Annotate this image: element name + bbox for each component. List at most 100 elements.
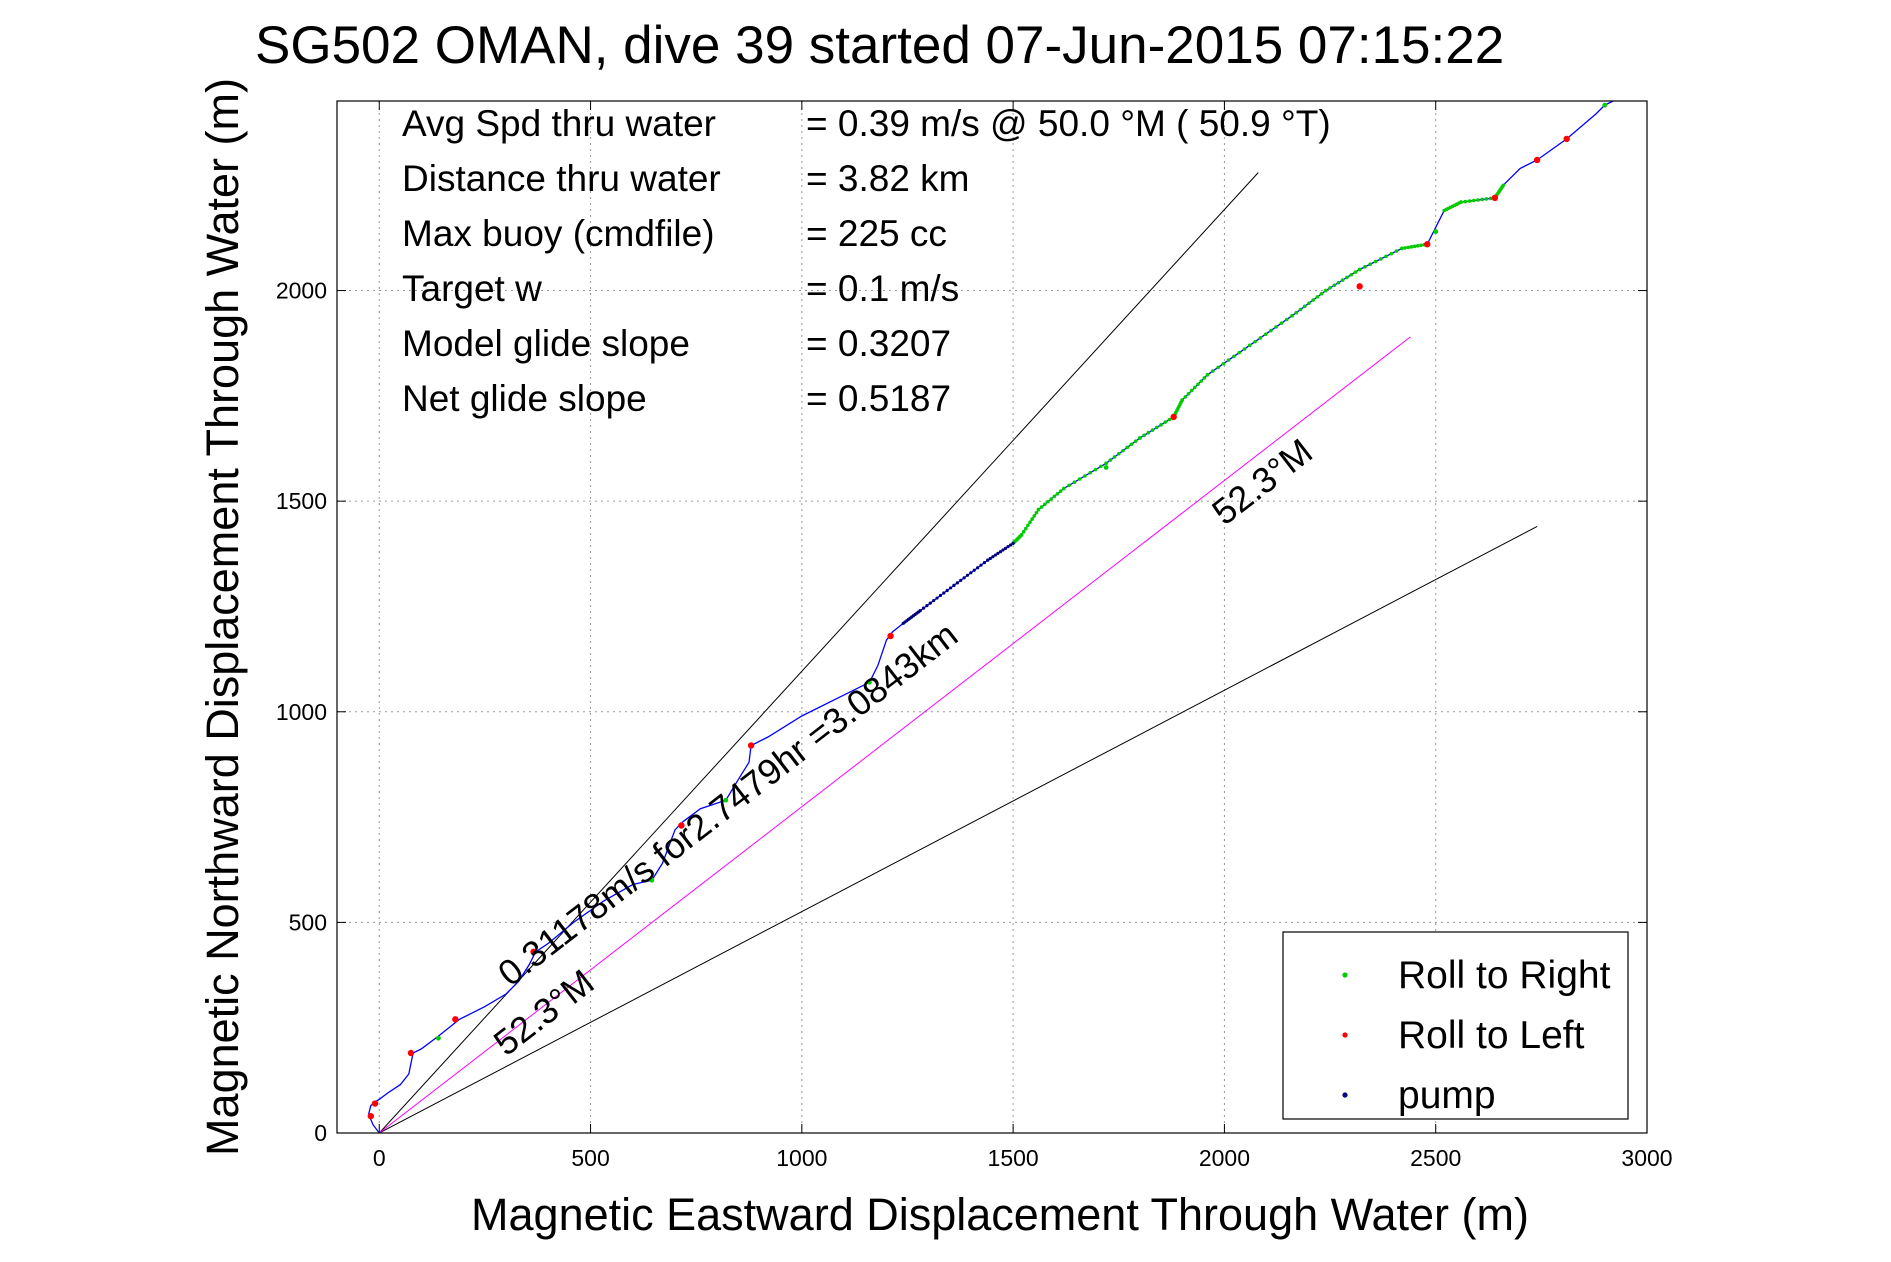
pump-mark (993, 553, 997, 557)
roll-right-mark (1104, 461, 1108, 466)
info-label: Max buoy (cmdfile) (402, 213, 715, 254)
pump-mark (969, 571, 973, 575)
pump-mark (1008, 543, 1013, 547)
roll-right-mark (1258, 336, 1263, 340)
roll-right-mark (1363, 265, 1367, 269)
roll-right-mark (1133, 439, 1138, 443)
roll-right-mark (1415, 243, 1420, 248)
pump-mark (998, 550, 1003, 554)
pump-mark (979, 563, 983, 567)
info-label: Avg Spd thru water (402, 103, 716, 144)
roll-right-mark (1129, 442, 1134, 447)
roll-right-mark (1146, 430, 1151, 435)
roll-right-mark (1307, 301, 1311, 305)
info-value: = 0.5187 (806, 378, 951, 419)
pump-mark (1001, 548, 1005, 552)
roll-right-mark (1196, 382, 1200, 387)
roll-right-mark (1142, 433, 1146, 438)
roll-right-mark (1205, 372, 1210, 377)
roll-right-mark (1163, 420, 1168, 424)
roll-right-mark (1433, 229, 1439, 234)
roll-right-mark (1067, 483, 1071, 488)
pump-mark (982, 561, 986, 565)
roll-right-mark (1290, 314, 1294, 318)
y-axis-label: Magnetic Northward Displacement Through … (197, 78, 248, 1156)
roll-right-mark (1378, 257, 1383, 261)
y-tick-label: 0 (314, 1120, 327, 1146)
roll-right-mark (1058, 489, 1063, 493)
roll-left-mark (530, 948, 537, 956)
roll-right-mark (1039, 505, 1044, 509)
roll-left-mark (452, 1016, 459, 1023)
y-tick-label: 1000 (276, 699, 327, 725)
legend-label: Roll to Right (1398, 954, 1611, 997)
roll-right-mark (1237, 350, 1242, 355)
legend-label: Roll to Left (1398, 1014, 1585, 1057)
info-label: Model glide slope (402, 323, 690, 364)
roll-right-mark (1253, 339, 1257, 344)
roll-right-mark (1186, 391, 1191, 396)
roll-left-mark (407, 1049, 415, 1057)
roll-right-mark (1319, 291, 1324, 296)
marks-layer (367, 102, 1608, 1120)
roll-right-mark (1242, 347, 1247, 351)
y-tick-label: 2000 (276, 278, 327, 304)
x-tick-label: 3000 (1621, 1145, 1672, 1171)
x-tick-label: 500 (571, 1145, 609, 1171)
legend-label: pump (1398, 1074, 1496, 1117)
roll-right-mark (1216, 365, 1220, 370)
roll-right-mark (1406, 245, 1411, 250)
roll-right-mark (1183, 395, 1188, 399)
pump-mark (918, 609, 922, 613)
roll-right-mark (1049, 497, 1053, 501)
roll-right-mark (1167, 417, 1172, 422)
roll-right-mark (1349, 272, 1353, 277)
roll-right-mark (1189, 388, 1194, 393)
roll-right-mark (1221, 361, 1226, 366)
roll-left-mark (747, 742, 755, 749)
pump-mark (942, 591, 946, 595)
legend-marker (1342, 1032, 1348, 1038)
x-tick-label: 1500 (988, 1145, 1039, 1171)
roll-right-mark (1602, 102, 1608, 108)
info-value: = 0.39 m/s @ 50.0 °M ( 50.9 °T) (806, 103, 1331, 144)
legend-box (1282, 931, 1629, 1120)
roll-right-mark (1484, 197, 1489, 201)
pump-mark (921, 606, 926, 610)
annotation-layer: 0.31178m/s for2.7479hr =3.0843km52.3°M52… (486, 430, 1320, 1063)
roll-right-mark (1336, 280, 1341, 285)
info-value: = 225 cc (806, 213, 947, 254)
roll-right-mark (436, 1035, 441, 1041)
roll-left-mark (887, 632, 894, 640)
y-tick-label: 500 (289, 909, 327, 935)
roll-right-mark (1340, 278, 1345, 282)
roll-right-mark (1459, 200, 1463, 204)
roll-right-mark (1345, 275, 1349, 280)
pump-mark (932, 598, 936, 603)
roll-right-mark (1021, 529, 1026, 534)
roll-right-mark (1121, 448, 1125, 453)
roll-right-mark (1093, 467, 1098, 472)
roll-right-mark (1019, 533, 1024, 537)
roll-right-mark (1324, 288, 1328, 293)
roll-right-mark (1328, 286, 1332, 290)
x-tick-label: 2500 (1410, 1145, 1461, 1171)
roll-left-mark (1491, 194, 1499, 202)
roll-right-mark (1311, 298, 1315, 302)
roll-right-mark (1403, 246, 1407, 250)
info-label: Target w (402, 268, 542, 309)
roll-right-mark (1159, 423, 1163, 427)
roll-right-mark (1099, 464, 1103, 469)
x-tick-label: 0 (373, 1145, 386, 1171)
roll-right-mark (1046, 499, 1050, 504)
roll-left-mark (1533, 156, 1541, 164)
roll-left-mark (1356, 283, 1363, 290)
roll-left-mark (1170, 413, 1177, 421)
roll-right-mark (1463, 199, 1468, 204)
roll-right-mark (1471, 198, 1476, 203)
roll-right-mark (1180, 398, 1184, 402)
roll-right-mark (723, 797, 729, 803)
y-tick-label: 1500 (276, 488, 327, 514)
roll-right-mark (1125, 445, 1130, 450)
roll-right-mark (1332, 283, 1337, 288)
